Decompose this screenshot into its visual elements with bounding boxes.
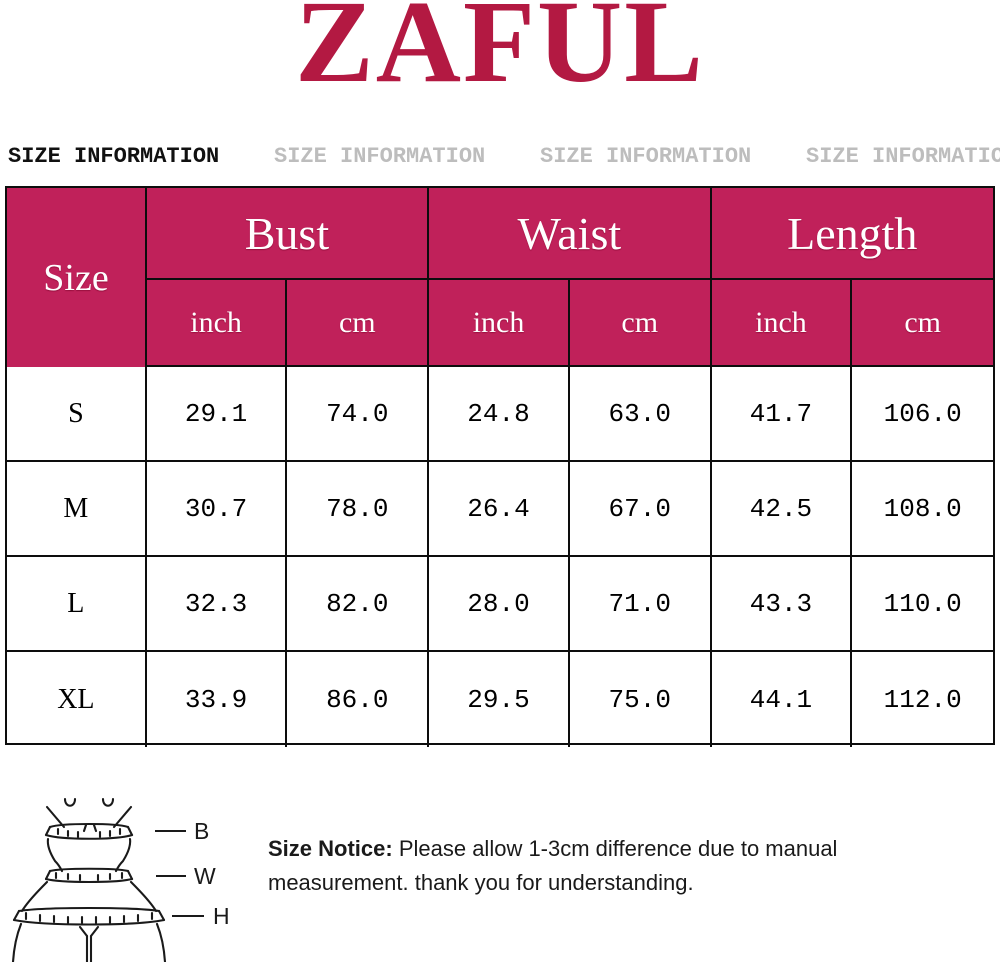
- svg-text:W: W: [194, 863, 216, 889]
- svg-text:H: H: [213, 903, 230, 929]
- svg-text:B: B: [194, 818, 209, 844]
